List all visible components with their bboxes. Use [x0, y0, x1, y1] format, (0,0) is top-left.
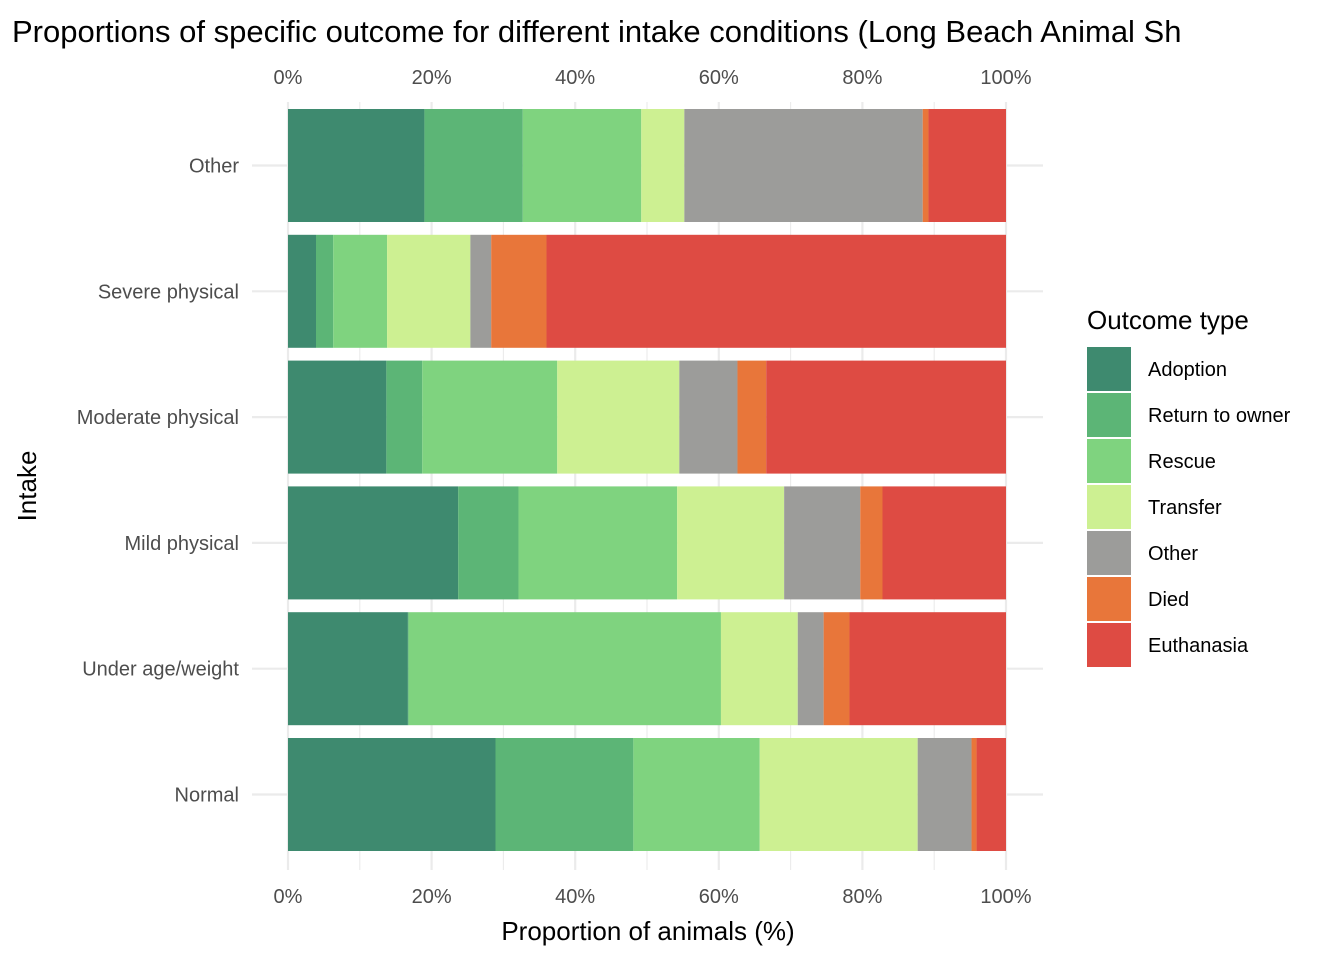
- y-tick-label: Severe physical: [98, 281, 239, 303]
- y-tick-label: Other: [189, 156, 239, 178]
- bar-segment-euthanasia: [882, 486, 1006, 600]
- bar-segment-return-to-owner: [386, 360, 423, 474]
- bar-segment-transfer: [387, 234, 471, 348]
- x-tick-label-bottom: 100%: [980, 886, 1031, 908]
- bar-segment-rescue: [333, 234, 388, 348]
- legend-key-euthanasia: [1087, 623, 1131, 667]
- bar-segment-other: [917, 738, 972, 851]
- bar-segment-euthanasia: [766, 360, 1006, 474]
- bar-segment-euthanasia: [976, 738, 1006, 851]
- x-tick-label-top: 0%: [274, 67, 303, 89]
- plot-bars: [288, 109, 1006, 851]
- bar-segment-died: [737, 360, 767, 474]
- legend-label-died: Died: [1148, 589, 1189, 611]
- legend-items: Adoption Return to owner Rescue Transfer Oth…: [1087, 347, 1291, 667]
- bar-segment-rescue: [633, 738, 760, 851]
- bar-segment-transfer: [720, 612, 798, 726]
- bar-segment-died: [823, 612, 850, 726]
- x-tick-label-top: 40%: [555, 67, 595, 89]
- bar-segment-adoption: [288, 612, 408, 726]
- bar-segment-return-to-owner: [316, 234, 334, 348]
- bar-segment-other: [684, 109, 923, 222]
- bar-segment-died: [922, 109, 929, 222]
- bar-segment-euthanasia: [546, 234, 1006, 348]
- legend-key-rescue: [1087, 439, 1131, 483]
- bar-segment-died: [860, 486, 883, 600]
- x-axis-bottom-ticks: 0% 20% 40% 60% 80% 100%: [274, 886, 1032, 908]
- x-tick-label-top: 80%: [842, 67, 882, 89]
- x-tick-label-bottom: 80%: [842, 886, 882, 908]
- legend-key-return-to-owner: [1087, 393, 1131, 437]
- bar-segment-transfer: [677, 486, 785, 600]
- bar-segment-return-to-owner: [458, 486, 519, 600]
- legend-key-died: [1087, 577, 1131, 621]
- legend-key-adoption: [1087, 347, 1131, 391]
- bar-segment-other: [679, 360, 738, 474]
- y-axis-title: Intake: [12, 451, 42, 522]
- legend-key-transfer: [1087, 485, 1131, 529]
- bar-segment-died: [971, 738, 977, 851]
- y-tick-label: Under age/weight: [82, 659, 239, 681]
- bar-segment-transfer: [641, 109, 685, 222]
- bar-segment-return-to-owner: [495, 738, 634, 851]
- x-tick-label-top: 20%: [412, 67, 452, 89]
- bar-segment-other: [470, 234, 492, 348]
- bar-segment-rescue: [518, 486, 678, 600]
- x-tick-label-bottom: 40%: [555, 886, 595, 908]
- bar-segment-rescue: [422, 360, 558, 474]
- bar-segment-transfer: [759, 738, 918, 851]
- bar-segment-other: [784, 486, 861, 600]
- bar-segment-euthanasia: [849, 612, 1006, 726]
- y-tick-label: Mild physical: [125, 533, 239, 555]
- legend: Outcome type Adoption Return to owner Resc…: [1087, 305, 1291, 667]
- x-axis-top-ticks: 0% 20% 40% 60% 80% 100%: [274, 67, 1032, 89]
- x-tick-label-bottom: 0%: [274, 886, 303, 908]
- bar-segment-other: [797, 612, 824, 726]
- bar-segment-adoption: [288, 360, 387, 474]
- bar-segment-adoption: [288, 234, 317, 348]
- x-tick-label-top: 100%: [980, 67, 1031, 89]
- legend-label-transfer: Transfer: [1148, 497, 1222, 519]
- bar-segment-adoption: [288, 738, 496, 851]
- x-tick-label-bottom: 60%: [699, 886, 739, 908]
- legend-key-other: [1087, 531, 1131, 575]
- legend-label-adoption: Adoption: [1148, 359, 1227, 381]
- y-tick-label: Normal: [175, 785, 239, 807]
- legend-title: Outcome type: [1087, 305, 1249, 335]
- bar-segment-euthanasia: [928, 109, 1006, 222]
- legend-label-other: Other: [1148, 543, 1198, 565]
- bar-segment-return-to-owner: [407, 612, 409, 726]
- legend-label-return-to-owner: Return to owner: [1148, 405, 1291, 427]
- bar-segment-died: [491, 234, 547, 348]
- legend-label-euthanasia: Euthanasia: [1148, 635, 1249, 657]
- x-axis-title: Proportion of animals (%): [501, 916, 794, 946]
- x-tick-label-bottom: 20%: [412, 886, 452, 908]
- chart-title: Proportions of specific outcome for diff…: [12, 14, 1181, 49]
- bar-segment-adoption: [288, 486, 459, 600]
- bar-segment-return-to-owner: [424, 109, 523, 222]
- bar-segment-adoption: [288, 109, 425, 222]
- y-tick-label: Moderate physical: [77, 407, 239, 429]
- legend-label-rescue: Rescue: [1148, 451, 1216, 473]
- y-axis-ticks: Other Severe physical Moderate physical Mil…: [77, 156, 240, 807]
- bar-segment-rescue: [408, 612, 721, 726]
- bar-segment-transfer: [557, 360, 680, 474]
- bar-segment-rescue: [522, 109, 642, 222]
- x-tick-label-top: 60%: [699, 67, 739, 89]
